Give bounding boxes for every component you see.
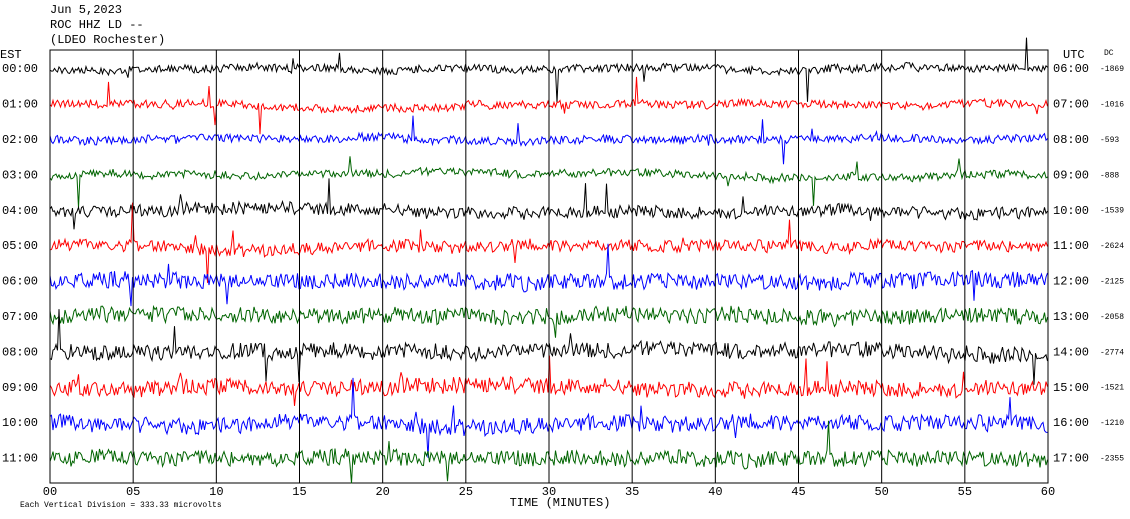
left-tick-label: 00:00 [2, 62, 38, 76]
x-tick-label: 50 [874, 485, 888, 499]
right-tick-label: 16:00 [1053, 416, 1089, 430]
left-tick-label: 01:00 [2, 98, 38, 112]
right-tick-label: 11:00 [1053, 239, 1089, 253]
x-tick-label: 15 [292, 485, 306, 499]
x-tick-label: 30 [542, 485, 556, 499]
left-tick-label: 08:00 [2, 345, 38, 359]
x-tick-label: 25 [459, 485, 473, 499]
x-tick-label: 45 [791, 485, 805, 499]
x-axis-label: TIME (MINUTES) [510, 496, 611, 510]
right-tick-label: 17:00 [1053, 452, 1089, 466]
left-tick-label: 02:00 [2, 133, 38, 147]
left-tick-label: 09:00 [2, 381, 38, 395]
dc-value: -1210 [1100, 419, 1124, 428]
right-tick-label: 10:00 [1053, 204, 1089, 218]
x-tick-label: 00 [43, 485, 57, 499]
left-tick-label: 07:00 [2, 310, 38, 324]
dc-label: DC [1104, 49, 1114, 58]
left-tick-label: 11:00 [2, 452, 38, 466]
dc-value: -1869 [1100, 65, 1124, 74]
right-tick-label: 09:00 [1053, 168, 1089, 182]
left-tick-label: 06:00 [2, 275, 38, 289]
dc-value: -1539 [1100, 207, 1124, 216]
right-tick-label: 08:00 [1053, 133, 1089, 147]
header-line: ROC HHZ LD -- [50, 18, 144, 32]
dc-value: -593 [1100, 136, 1119, 145]
x-tick-label: 20 [375, 485, 389, 499]
left-tick-label: 05:00 [2, 239, 38, 253]
right-tick-label: 07:00 [1053, 98, 1089, 112]
footer: Each Vertical Division = 333.33 microvol… [20, 501, 222, 510]
dc-value: -2774 [1100, 348, 1124, 357]
right-tick-label: 13:00 [1053, 310, 1089, 324]
x-tick-label: 10 [209, 485, 223, 499]
dc-value: -1016 [1100, 101, 1124, 110]
dc-value: -2125 [1100, 278, 1124, 287]
header-line: (LDEO Rochester) [50, 33, 165, 47]
left-tick-label: 03:00 [2, 168, 38, 182]
right-axis-label: UTC [1063, 48, 1085, 62]
x-tick-label: 35 [625, 485, 639, 499]
header-line: Jun 5,2023 [50, 3, 122, 17]
x-tick-label: 05 [126, 485, 140, 499]
right-tick-label: 14:00 [1053, 345, 1089, 359]
x-tick-label: 55 [958, 485, 972, 499]
dc-value: -2058 [1100, 313, 1124, 322]
right-tick-label: 15:00 [1053, 381, 1089, 395]
dc-value: -2624 [1100, 242, 1124, 251]
left-tick-label: 10:00 [2, 416, 38, 430]
right-tick-label: 06:00 [1053, 62, 1089, 76]
x-tick-label: 40 [708, 485, 722, 499]
left-tick-label: 04:00 [2, 204, 38, 218]
right-tick-label: 12:00 [1053, 275, 1089, 289]
dc-value: -1521 [1100, 384, 1124, 393]
x-tick-label: 60 [1041, 485, 1055, 499]
left-axis-label: EST [0, 48, 22, 62]
dc-value: -2355 [1100, 455, 1124, 464]
dc-value: -888 [1100, 171, 1119, 180]
